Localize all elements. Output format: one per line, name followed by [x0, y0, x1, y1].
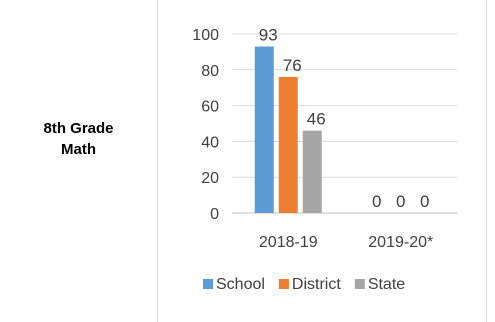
legend-swatch-state: [354, 279, 365, 289]
data-label: 76: [283, 56, 302, 75]
data-label: 0: [420, 192, 429, 211]
chart-panel: [157, 0, 487, 322]
legend-label: State: [368, 276, 405, 293]
y-tick-label: 60: [201, 99, 219, 116]
legend-swatch-school: [203, 279, 213, 289]
x-tick-label: 2018-19: [259, 234, 318, 251]
data-label: 46: [307, 110, 326, 129]
row-label-line-2: Math: [61, 141, 96, 158]
y-tick-label: 100: [192, 27, 219, 44]
y-tick-label: 80: [201, 63, 219, 80]
legend-swatch-district: [278, 279, 289, 289]
bar-school-0: [254, 46, 274, 213]
data-label: 93: [259, 26, 278, 45]
data-label: 0: [372, 192, 381, 211]
row-label-line-1: 8th Grade: [43, 120, 114, 137]
y-tick-label: 0: [210, 206, 219, 223]
row-label: 8th Grade Math: [0, 118, 157, 160]
y-tick-label: 20: [201, 170, 219, 187]
bar-state-0: [302, 130, 322, 213]
y-tick-label: 40: [201, 134, 219, 151]
bar-district-0: [278, 76, 298, 214]
data-label: 0: [396, 192, 405, 211]
legend-label: District: [292, 276, 341, 293]
x-tick-label: 2019-20*: [368, 234, 433, 251]
legend-label: School: [216, 276, 265, 293]
